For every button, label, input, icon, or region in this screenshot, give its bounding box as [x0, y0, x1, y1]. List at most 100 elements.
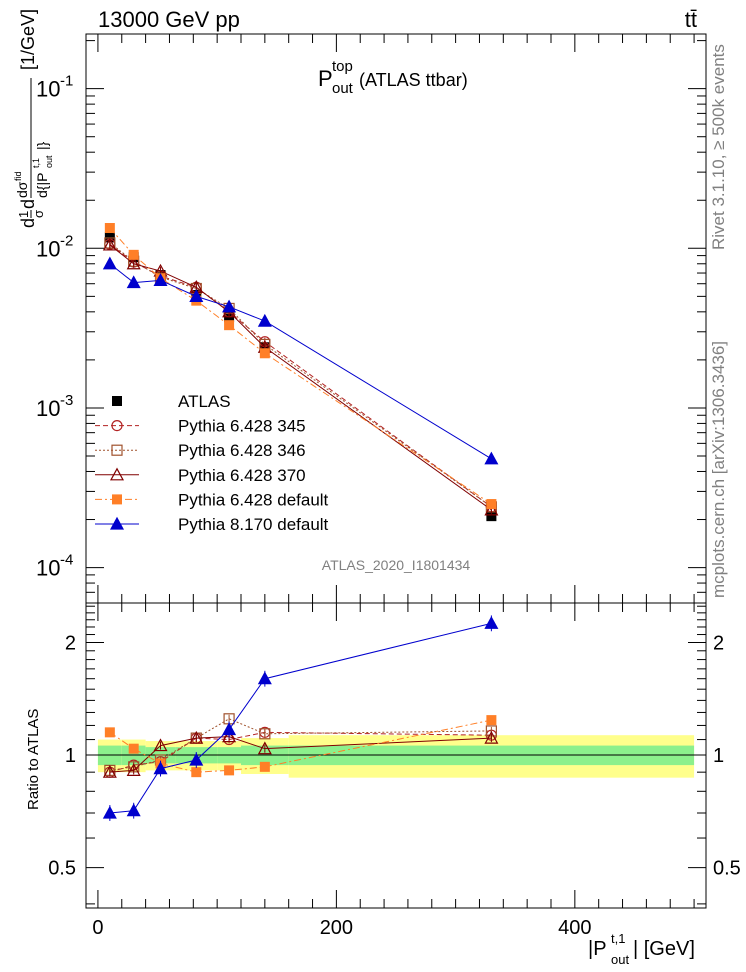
legend-label: ATLAS: [178, 392, 231, 411]
ratio-y-tick-label: 2: [65, 632, 76, 654]
side-label-bottom: mcplots.cern.ch [arXiv:1306.3436]: [709, 341, 728, 598]
ratio-point-pythia-6-428-default: [259, 761, 270, 772]
ratio-point-pythia-8-170-default: [257, 671, 272, 685]
ratio-point-pythia-6-428-default: [191, 767, 202, 778]
svg-text:d{|P: d{|P: [34, 173, 50, 198]
data-point-atlas: [486, 511, 497, 522]
ratio-point-pythia-8-170-default: [484, 616, 499, 629]
legend-marker-pythia-6-428-370: [109, 467, 125, 481]
data-point-pythia-6-428-default: [128, 249, 139, 260]
ratio-point-pythia-6-428-370: [102, 764, 117, 778]
legend-label: Pythia 6.428 346: [178, 441, 306, 460]
legend-marker-pythia-6-428-346: [111, 444, 123, 456]
ratio-point-pythia-8-170-default: [102, 805, 117, 819]
ratio-point-pythia-6-428-default: [486, 715, 497, 726]
ratio-point-pythia-6-428-346: [259, 728, 271, 740]
ratio-point-pythia-6-428-370: [153, 738, 168, 752]
data-point-pythia-8-170-default: [102, 256, 117, 270]
legend-label: Pythia 8.170 default: [178, 515, 329, 534]
title-sub: out: [332, 80, 354, 97]
legend-marker-atlas: [112, 396, 122, 406]
side-label-top: Rivet 3.1.10, ≥ 500k events: [709, 44, 728, 250]
ratio-y-tick-label-right: 0.5: [713, 858, 741, 880]
svg-text:|}: |}: [34, 141, 50, 150]
svg-text:σ: σ: [31, 210, 46, 218]
data-point-pythia-8-170-default: [222, 299, 237, 313]
data-point-pythia-8-170-default: [484, 451, 499, 465]
x-tick-label: 200: [320, 917, 353, 939]
svg-text:1: 1: [16, 211, 31, 218]
svg-text:| [GeV]: | [GeV]: [633, 938, 695, 960]
data-point-pythia-6-428-370: [102, 237, 117, 251]
header-right: tt̄: [685, 7, 697, 32]
ratio-line-pythia-8-170-default: [109, 622, 492, 814]
y-tick-label: 10: [36, 236, 60, 261]
ratio-panel: 0 200 400 0.5 0.5 1 1 2 2: [48, 602, 741, 939]
data-point-pythia-6-428-370: [126, 256, 141, 270]
data-point-pythia-6-428-default: [486, 499, 497, 510]
ratio-point-pythia-6-428-370: [222, 729, 237, 743]
y-tick-label-exponent: -4: [60, 552, 73, 569]
x-tick-label: 0: [92, 917, 103, 939]
svg-text:dσ: dσ: [14, 181, 30, 198]
ratio-point-pythia-8-170-default: [126, 803, 141, 817]
ratio-point-pythia-8-170-default: [222, 722, 237, 736]
legend: ATLAS Pythia 6.428 345 Pythia 6.428 346 Pyt…: [95, 392, 329, 534]
ratio-point-pythia-6-428-370: [189, 730, 204, 744]
y-tick-label: 10: [36, 77, 60, 102]
title-main: P: [318, 66, 333, 91]
y-tick-label-exponent: -1: [60, 73, 73, 90]
ratio-point-pythia-6-428-370: [126, 763, 141, 776]
ratio-y-tick-label: 1: [65, 745, 76, 767]
legend-marker-pythia-6-428-345: [111, 420, 123, 432]
data-point-pythia-6-428-default: [224, 320, 235, 331]
y-tick-label: 10: [36, 396, 60, 421]
svg-text:|P: |P: [588, 938, 607, 960]
main-panel: 10-410-310-210-1: [36, 33, 707, 604]
ratio-point-pythia-6-428-370: [257, 741, 272, 755]
svg-text:t,1: t,1: [611, 931, 625, 946]
ratio-point-pythia-8-170-default: [153, 761, 168, 775]
svg-text:t,1: t,1: [31, 158, 41, 168]
y-axis-label: d 1 σ d dσ fid d{|P t,1 out |} [1/GeV]: [13, 9, 54, 228]
svg-text:out: out: [44, 155, 54, 168]
data-point-pythia-6-428-default: [259, 348, 270, 359]
ratio-point-pythia-8-170-default: [189, 752, 204, 766]
chart-title: P top out (ATLAS ttbar): [318, 58, 468, 97]
x-tick-label: 400: [558, 917, 591, 939]
legend-label: Pythia 6.428 default: [178, 490, 329, 509]
ratio-point-pythia-6-428-default: [224, 765, 235, 776]
title-sup: top: [332, 58, 353, 75]
ratio-y-tick-label: 0.5: [48, 858, 76, 880]
ratio-y-label: Ratio to ATLAS: [25, 709, 42, 810]
title-rest: (ATLAS ttbar): [359, 70, 468, 90]
legend-marker-pythia-8-170-default: [109, 516, 125, 530]
ratio-y-tick-label-right: 1: [713, 745, 724, 767]
data-point-pythia-8-170-default: [257, 313, 272, 327]
ratio-point-pythia-6-428-default: [104, 727, 115, 738]
svg-text:out: out: [611, 952, 629, 967]
svg-text:[1/GeV]: [1/GeV]: [18, 9, 38, 70]
legend-label: Pythia 6.428 345: [178, 417, 306, 436]
series-line-pythia-6-428-default: [109, 227, 492, 505]
data-point-pythia-6-428-370: [484, 502, 499, 516]
y-tick-label: 10: [36, 556, 60, 581]
data-point-pythia-8-170-default: [189, 289, 204, 302]
y-tick-label-exponent: -3: [60, 392, 73, 409]
data-point-pythia-6-428-default: [104, 223, 115, 234]
svg-text:d: d: [18, 218, 38, 228]
legend-marker-pythia-6-428-default: [112, 494, 122, 505]
ratio-point-pythia-6-428-370: [484, 730, 499, 744]
svg-text:d: d: [18, 199, 38, 209]
ratio-point-pythia-6-428-default: [128, 743, 139, 754]
data-point-pythia-8-170-default: [153, 273, 168, 286]
x-axis-label: |P t,1 out | [GeV]: [588, 931, 695, 967]
legend-label: Pythia 6.428 370: [178, 466, 306, 485]
header-left: 13000 GeV pp: [98, 7, 240, 32]
data-point-pythia-8-170-default: [126, 275, 141, 289]
analysis-label: ATLAS_2020_I1801434: [322, 557, 471, 573]
svg-text:fid: fid: [13, 171, 23, 181]
y-tick-label-exponent: -2: [60, 232, 73, 249]
